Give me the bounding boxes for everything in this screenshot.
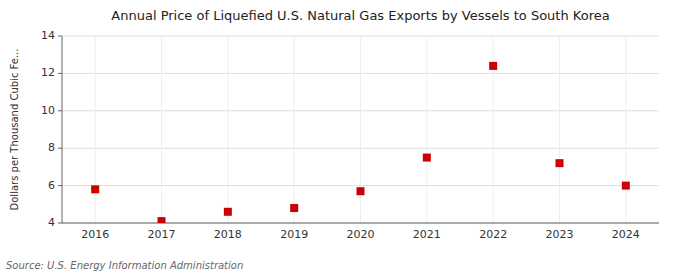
point	[91, 185, 99, 193]
x-grid-line	[227, 36, 228, 223]
x-grid-line	[559, 36, 560, 223]
grid	[62, 36, 659, 223]
y-axis-label: Dollars per Thousand Cubic Fe...	[9, 49, 20, 211]
x-tick-label: 2019	[280, 228, 308, 241]
x-grid-line	[426, 36, 427, 223]
x-grid-line	[625, 36, 626, 223]
point	[556, 159, 564, 167]
y-tick	[58, 110, 62, 111]
y-axis-line	[62, 36, 63, 223]
x-tick-label: 2024	[612, 228, 640, 241]
x-tick-label: 2021	[413, 228, 441, 241]
title: Annual Price of Liquefied U.S. Natural G…	[111, 8, 609, 23]
y-tick-label: 8	[48, 141, 55, 154]
point	[622, 182, 630, 190]
x-tick-label: 2022	[479, 228, 507, 241]
point	[357, 187, 365, 195]
y-tick-label: 4	[48, 216, 55, 229]
points	[91, 62, 630, 223]
y-tick-label: 12	[41, 66, 55, 79]
chart: 4 6 8 10 12 14 2016 2017 2018 2019 2020 2021 2022 202…	[0, 0, 675, 275]
y-tick	[58, 223, 62, 224]
y-tick	[58, 73, 62, 74]
x-grid-line	[95, 36, 96, 223]
x-tick-label: 2018	[214, 228, 242, 241]
point	[224, 208, 232, 216]
source: Source: U.S. Energy Information Administ…	[6, 260, 243, 271]
x-grid-line	[161, 36, 162, 223]
point	[290, 204, 298, 212]
x-axis-line	[62, 223, 659, 224]
y-tick-label: 10	[41, 104, 55, 117]
y-tick	[58, 185, 62, 186]
y-tick	[58, 148, 62, 149]
x-tick-label: 2020	[347, 228, 375, 241]
y-tick	[58, 36, 62, 37]
x-grid-line	[294, 36, 295, 223]
point	[423, 154, 431, 162]
point	[489, 62, 497, 70]
point	[158, 217, 166, 223]
y-tick-label: 14	[41, 29, 55, 42]
x-tick-label: 2023	[546, 228, 574, 241]
y-tick-label: 6	[48, 179, 55, 192]
y-grid-line	[62, 223, 659, 224]
x-tick-label: 2016	[81, 228, 109, 241]
x-tick-label: 2017	[148, 228, 176, 241]
